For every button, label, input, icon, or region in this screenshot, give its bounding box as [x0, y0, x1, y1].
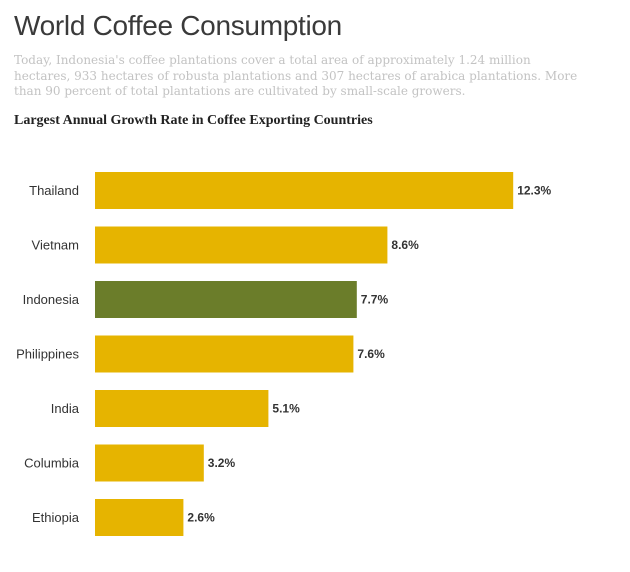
bar-philippines	[95, 335, 354, 373]
bar-thailand	[95, 172, 514, 209]
page-title: World Coffee Consumption	[14, 10, 342, 41]
value-label: 2.6%	[187, 511, 215, 525]
bar-columbia	[95, 444, 204, 482]
category-label: Thailand	[29, 183, 79, 198]
value-label: 5.1%	[272, 402, 300, 416]
category-label: Philippines	[16, 347, 79, 362]
category-label: Indonesia	[23, 292, 80, 307]
value-label: 8.6%	[391, 238, 419, 252]
value-label: 3.2%	[208, 456, 236, 470]
bar-chart: Thailand 12.3% Vietnam 8.6% Indonesia 7.7% Phi…	[16, 172, 552, 536]
bar-vietnam	[95, 226, 388, 264]
value-label: 12.3%	[517, 184, 551, 198]
page-subtitle: Today, Indonesia's coffee plantations co…	[14, 53, 578, 98]
value-label: 7.6%	[357, 347, 385, 361]
category-label: India	[51, 401, 80, 416]
bar-indonesia	[95, 281, 357, 318]
bar-ethiopia	[95, 499, 184, 536]
category-label: Columbia	[24, 456, 80, 471]
category-label: Vietnam	[32, 238, 79, 253]
chart-title: Largest Annual Growth Rate in Coffee Exp…	[14, 113, 373, 128]
bar-india	[95, 390, 269, 427]
value-label: 7.7%	[361, 293, 389, 307]
category-label: Ethiopia	[32, 510, 80, 525]
